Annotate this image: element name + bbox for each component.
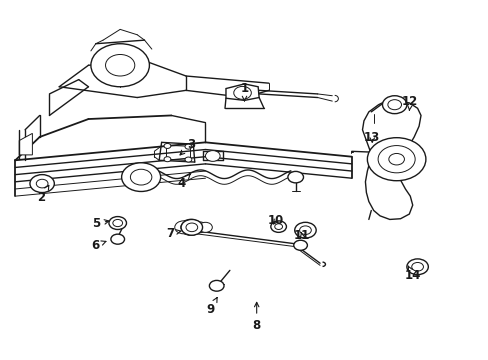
Polygon shape xyxy=(19,134,32,155)
Circle shape xyxy=(198,222,212,232)
Circle shape xyxy=(274,224,282,229)
Circle shape xyxy=(163,143,170,148)
Circle shape xyxy=(113,220,122,226)
Circle shape xyxy=(287,171,303,183)
Text: 10: 10 xyxy=(267,214,284,227)
Circle shape xyxy=(184,223,196,231)
Text: 7: 7 xyxy=(166,226,181,239)
Text: 9: 9 xyxy=(206,298,217,316)
Text: 2: 2 xyxy=(37,185,49,204)
Circle shape xyxy=(411,262,423,271)
Text: 13: 13 xyxy=(364,131,380,144)
Circle shape xyxy=(30,175,54,193)
Circle shape xyxy=(91,44,149,87)
Circle shape xyxy=(406,259,427,275)
Circle shape xyxy=(192,222,207,233)
Circle shape xyxy=(366,138,425,181)
Circle shape xyxy=(174,221,192,234)
Circle shape xyxy=(186,222,202,233)
Circle shape xyxy=(377,145,414,173)
Text: 14: 14 xyxy=(404,266,420,282)
Circle shape xyxy=(209,280,224,291)
Circle shape xyxy=(111,234,124,244)
Circle shape xyxy=(299,226,311,234)
Circle shape xyxy=(163,157,170,162)
Text: 3: 3 xyxy=(180,138,195,155)
Circle shape xyxy=(388,153,404,165)
Polygon shape xyxy=(362,101,420,220)
Text: 5: 5 xyxy=(91,217,109,230)
Circle shape xyxy=(205,150,220,161)
Text: 1: 1 xyxy=(240,82,248,101)
Circle shape xyxy=(181,220,202,235)
Text: 4: 4 xyxy=(177,174,190,190)
Text: 12: 12 xyxy=(401,95,418,111)
Circle shape xyxy=(130,169,152,185)
Circle shape xyxy=(181,221,197,233)
Circle shape xyxy=(109,217,126,229)
Circle shape xyxy=(184,144,191,149)
Circle shape xyxy=(233,86,251,99)
Circle shape xyxy=(382,96,406,114)
Text: 11: 11 xyxy=(293,229,309,242)
Circle shape xyxy=(105,54,135,76)
Circle shape xyxy=(36,179,48,188)
Circle shape xyxy=(293,240,307,250)
Circle shape xyxy=(180,220,201,235)
Text: 6: 6 xyxy=(91,239,106,252)
Polygon shape xyxy=(225,84,259,100)
Circle shape xyxy=(270,221,286,232)
Circle shape xyxy=(184,157,191,162)
Circle shape xyxy=(294,222,316,238)
Text: 8: 8 xyxy=(252,302,260,332)
Circle shape xyxy=(387,100,401,110)
Circle shape xyxy=(185,223,197,231)
Circle shape xyxy=(122,163,160,192)
